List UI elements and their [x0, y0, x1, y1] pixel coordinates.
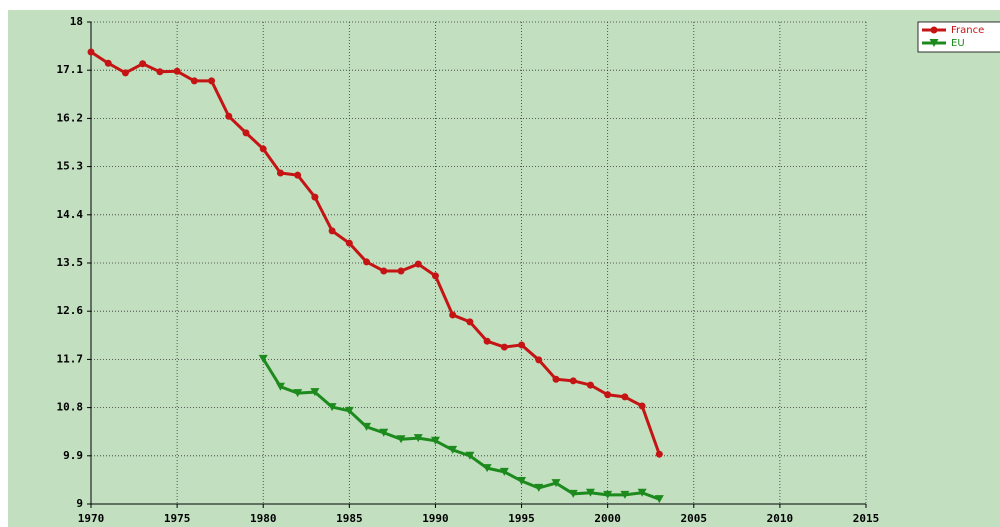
x-tick-label: 1980 [250, 512, 277, 525]
point [534, 483, 544, 492]
x-tick-label: 2000 [594, 512, 621, 525]
point [396, 435, 406, 444]
point [363, 258, 371, 266]
legend-label: EU [951, 38, 965, 49]
y-tick-label: 10.8 [57, 401, 84, 414]
point [535, 356, 543, 364]
point [568, 489, 578, 498]
point [483, 337, 491, 345]
point [379, 428, 389, 437]
point [431, 272, 439, 280]
point [552, 375, 560, 383]
x-tick-label: 2015 [853, 512, 880, 525]
point [430, 436, 440, 445]
point [294, 171, 302, 179]
x-tick-label: 1990 [422, 512, 449, 525]
point [655, 450, 663, 458]
point [466, 318, 474, 326]
point [242, 129, 250, 137]
x-tick-label: 2005 [681, 512, 708, 525]
point [345, 239, 353, 247]
y-tick-label: 14.4 [57, 208, 84, 221]
point [586, 381, 594, 389]
point [362, 422, 372, 431]
point [654, 495, 664, 504]
x-tick-label: 2010 [767, 512, 794, 525]
point [327, 403, 337, 412]
point [637, 488, 647, 497]
point [604, 391, 612, 399]
point [551, 479, 561, 488]
point [87, 48, 95, 56]
point [208, 77, 216, 85]
y-tick-label: 13.5 [57, 256, 84, 269]
point [638, 402, 646, 410]
y-tick-label: 18 [70, 15, 83, 28]
legend-box [917, 21, 1000, 53]
y-tick-label: 15.3 [57, 160, 84, 173]
point [518, 341, 526, 349]
point [328, 227, 336, 235]
point [569, 377, 577, 385]
point [139, 60, 147, 68]
line [90, 50, 661, 455]
x-tick-label: 1970 [78, 512, 105, 525]
point [380, 267, 388, 275]
y-tick-label: 9.9 [63, 449, 83, 462]
point [310, 388, 320, 397]
point [929, 39, 939, 47]
point [621, 393, 629, 401]
point [448, 445, 458, 454]
y-tick-label: 16.2 [57, 111, 84, 124]
x-tick-label: 1985 [336, 512, 363, 525]
x-tick-label: 1975 [164, 512, 191, 525]
point [276, 169, 284, 177]
point [500, 343, 508, 351]
point [517, 476, 527, 485]
point [620, 490, 630, 499]
point [397, 267, 405, 275]
point [190, 77, 198, 85]
point [121, 69, 129, 77]
legend-label: France [951, 25, 984, 36]
point [414, 260, 422, 268]
y-tick-label: 12.6 [57, 304, 84, 317]
point [585, 488, 595, 497]
point [293, 389, 303, 398]
point [173, 67, 181, 75]
point [930, 26, 938, 34]
point [603, 490, 613, 499]
point [413, 434, 423, 443]
point [344, 406, 354, 415]
point [258, 354, 268, 363]
point [259, 145, 267, 153]
point [449, 311, 457, 319]
background [8, 10, 1000, 527]
point [499, 467, 509, 476]
x-tick-label: 1995 [508, 512, 535, 525]
point [225, 112, 233, 120]
point [104, 59, 112, 67]
point [482, 464, 492, 473]
y-tick-label: 9 [76, 497, 83, 510]
point [275, 382, 285, 391]
point [311, 193, 319, 201]
point [465, 451, 475, 460]
point [156, 68, 164, 76]
y-tick-label: 11.7 [57, 352, 84, 365]
y-tick-label: 17.1 [57, 63, 84, 76]
